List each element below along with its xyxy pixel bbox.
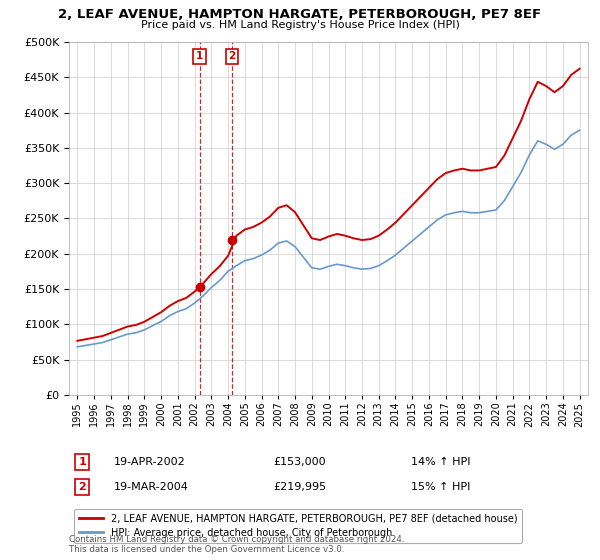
Text: Price paid vs. HM Land Registry's House Price Index (HPI): Price paid vs. HM Land Registry's House … (140, 20, 460, 30)
Text: 14% ↑ HPI: 14% ↑ HPI (411, 457, 470, 467)
Text: 19-MAR-2004: 19-MAR-2004 (114, 482, 189, 492)
Text: 15% ↑ HPI: 15% ↑ HPI (411, 482, 470, 492)
Text: 2: 2 (79, 482, 86, 492)
Text: 1: 1 (196, 51, 203, 61)
Text: £153,000: £153,000 (273, 457, 326, 467)
Text: 2, LEAF AVENUE, HAMPTON HARGATE, PETERBOROUGH, PE7 8EF: 2, LEAF AVENUE, HAMPTON HARGATE, PETERBO… (58, 8, 542, 21)
Text: 19-APR-2002: 19-APR-2002 (114, 457, 186, 467)
Text: £219,995: £219,995 (273, 482, 326, 492)
Text: 2: 2 (228, 51, 235, 61)
Text: Contains HM Land Registry data © Crown copyright and database right 2024.
This d: Contains HM Land Registry data © Crown c… (69, 535, 404, 554)
Legend: 2, LEAF AVENUE, HAMPTON HARGATE, PETERBOROUGH, PE7 8EF (detached house), HPI: Av: 2, LEAF AVENUE, HAMPTON HARGATE, PETERBO… (74, 509, 522, 543)
Text: 1: 1 (79, 457, 86, 467)
